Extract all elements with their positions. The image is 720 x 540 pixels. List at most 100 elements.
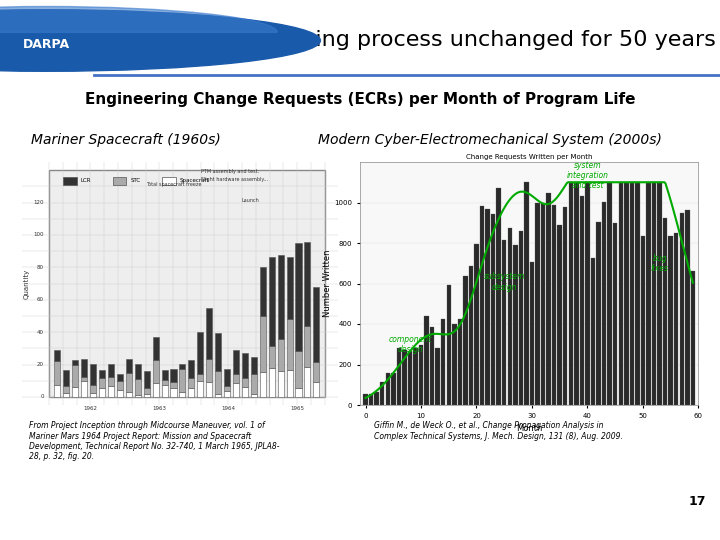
- Bar: [458, 319, 462, 405]
- Text: 1962: 1962: [84, 406, 97, 411]
- Bar: [480, 206, 485, 405]
- Bar: [624, 183, 629, 405]
- Bar: [535, 202, 540, 405]
- Bar: [313, 287, 320, 362]
- Bar: [224, 386, 230, 390]
- Bar: [436, 348, 440, 405]
- Bar: [430, 327, 434, 405]
- Bar: [81, 359, 87, 377]
- FancyBboxPatch shape: [63, 177, 77, 185]
- Bar: [135, 395, 141, 397]
- Bar: [295, 351, 302, 388]
- Bar: [135, 364, 141, 379]
- Bar: [574, 183, 579, 405]
- Bar: [278, 339, 284, 371]
- Bar: [260, 267, 266, 316]
- Bar: [413, 348, 418, 405]
- Bar: [215, 372, 221, 394]
- Bar: [569, 183, 573, 405]
- Bar: [402, 350, 407, 405]
- Bar: [161, 370, 168, 380]
- Text: STC: STC: [130, 178, 140, 183]
- Bar: [81, 377, 87, 381]
- Bar: [305, 241, 310, 326]
- Text: 60: 60: [37, 297, 44, 302]
- Bar: [647, 183, 651, 405]
- Bar: [657, 183, 662, 405]
- Bar: [224, 369, 230, 386]
- Bar: [108, 364, 114, 377]
- Text: 1964: 1964: [221, 406, 235, 411]
- Bar: [463, 276, 467, 405]
- Bar: [663, 218, 667, 405]
- Text: subsystem
design: subsystem design: [484, 272, 525, 292]
- Bar: [613, 223, 618, 405]
- Bar: [618, 183, 623, 405]
- Bar: [126, 373, 132, 393]
- Bar: [374, 392, 379, 405]
- Bar: [144, 388, 150, 394]
- Bar: [441, 319, 446, 405]
- Bar: [260, 316, 266, 372]
- Bar: [242, 387, 248, 397]
- Bar: [385, 373, 390, 405]
- Bar: [99, 378, 105, 388]
- Bar: [233, 383, 239, 397]
- Bar: [502, 240, 506, 405]
- Bar: [485, 210, 490, 405]
- Bar: [206, 382, 212, 397]
- Bar: [408, 350, 412, 405]
- Bar: [189, 388, 194, 397]
- Text: Flight hardware assembly...: Flight hardware assembly...: [201, 178, 268, 183]
- Bar: [278, 255, 284, 339]
- Bar: [380, 382, 384, 405]
- Bar: [563, 207, 567, 405]
- Text: PTM assembly and test.: PTM assembly and test.: [201, 170, 258, 174]
- Bar: [90, 393, 96, 397]
- Bar: [197, 381, 203, 397]
- Bar: [251, 374, 257, 394]
- Text: 40: 40: [37, 329, 44, 335]
- Bar: [161, 386, 168, 397]
- Bar: [419, 345, 423, 405]
- Bar: [179, 369, 186, 392]
- Text: 120: 120: [33, 200, 44, 205]
- Circle shape: [0, 10, 320, 71]
- Bar: [197, 332, 203, 374]
- Wedge shape: [0, 6, 277, 32]
- Bar: [305, 367, 310, 397]
- Bar: [305, 326, 310, 367]
- Bar: [541, 203, 545, 405]
- Text: Systems engineering process unchanged for 50 years: Systems engineering process unchanged fo…: [115, 30, 716, 51]
- Text: Spacecraft: Spacecraft: [180, 178, 210, 183]
- Bar: [424, 316, 429, 405]
- Bar: [55, 350, 60, 361]
- Text: 80: 80: [37, 265, 44, 270]
- Text: 0: 0: [40, 394, 44, 400]
- Bar: [108, 386, 114, 397]
- Bar: [63, 393, 69, 397]
- Bar: [269, 346, 275, 368]
- Text: 100: 100: [33, 232, 44, 238]
- Bar: [72, 360, 78, 365]
- Bar: [629, 183, 634, 405]
- Bar: [224, 390, 230, 397]
- Bar: [55, 384, 60, 397]
- Bar: [233, 374, 239, 383]
- Text: Giffin M., de Weck O., et al., Change Propagation Analysis in
Complex Technical : Giffin M., de Weck O., et al., Change Pr…: [374, 421, 624, 441]
- Text: DARPA: DARPA: [23, 38, 71, 51]
- Text: Launch: Launch: [242, 199, 260, 204]
- Bar: [680, 213, 684, 405]
- Bar: [179, 364, 186, 369]
- Bar: [179, 392, 186, 397]
- Bar: [557, 225, 562, 405]
- Bar: [491, 214, 495, 405]
- FancyBboxPatch shape: [112, 177, 126, 185]
- Bar: [153, 360, 158, 383]
- Bar: [233, 350, 239, 374]
- Bar: [608, 183, 612, 405]
- Bar: [287, 320, 292, 370]
- Bar: [518, 232, 523, 405]
- Text: From Project Inception through Midcourse Maneuver, vol. 1 of
Mariner Mars 1964 P: From Project Inception through Midcourse…: [29, 421, 279, 461]
- Bar: [690, 271, 695, 405]
